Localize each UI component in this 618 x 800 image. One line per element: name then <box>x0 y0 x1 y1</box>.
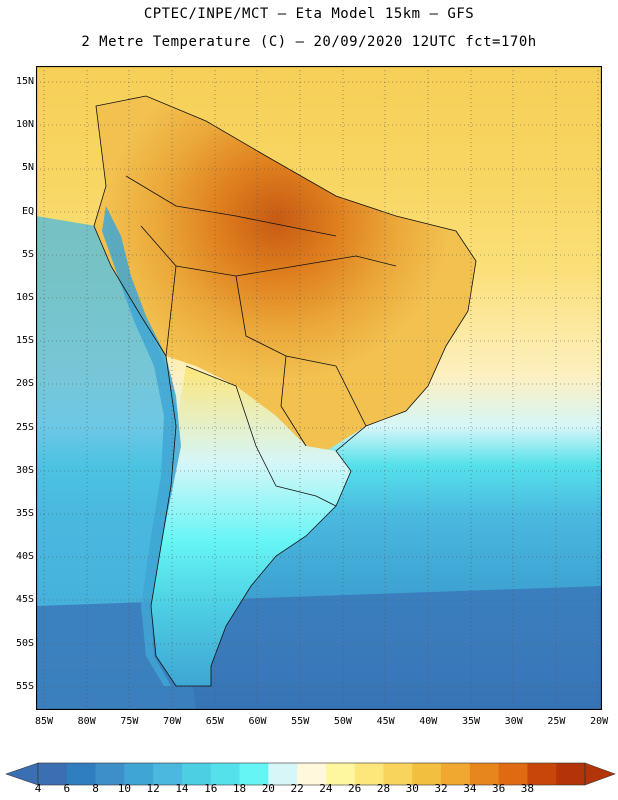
continent-south <box>151 366 351 686</box>
lon-label: 30W <box>504 716 523 727</box>
graticule <box>36 66 602 710</box>
lat-label: 30S <box>15 464 34 476</box>
colorbar-tick-label: 24 <box>319 782 333 795</box>
colorbar-bin <box>239 763 269 785</box>
colorbar-bin <box>498 763 528 785</box>
colorbar-bin <box>441 763 471 785</box>
colorbar-bin <box>383 763 413 785</box>
colorbar-tick-label: 20 <box>261 782 275 795</box>
colorbar-bin <box>268 763 298 785</box>
lon-label: 70W <box>163 716 182 727</box>
colorbar-tick-label: 30 <box>405 782 419 795</box>
lon-label: 35W <box>461 716 481 727</box>
lon-label: 55W <box>291 716 310 727</box>
colorbar-bin <box>556 763 586 785</box>
colorbar-tick-label: 12 <box>146 782 160 795</box>
lat-label: 10N <box>15 119 34 131</box>
lon-label: 50W <box>333 716 352 727</box>
colorbar-bin <box>297 763 327 785</box>
title-line-1: CPTEC/INPE/MCT – Eta Model 15km – GFS <box>143 6 475 22</box>
deep-south-band <box>36 586 602 710</box>
map-border <box>36 66 602 710</box>
lon-label: 25W <box>547 716 566 727</box>
lat-label: EQ <box>21 205 34 217</box>
lon-label: 80W <box>77 716 96 727</box>
lat-label: 25S <box>15 421 34 433</box>
map-panel <box>36 66 602 710</box>
colorbar-bin <box>66 763 97 785</box>
lat-label: 35S <box>15 508 34 519</box>
colorbar <box>5 762 616 786</box>
colorbar-tick-label: 38 <box>520 782 535 795</box>
colorbar-tick-label: 10 <box>117 782 131 795</box>
andes-strip <box>102 206 181 686</box>
colorbar-tick-label: 22 <box>290 782 304 795</box>
lon-label: 45W <box>376 716 395 727</box>
country-borders <box>93 95 477 687</box>
temperature-map <box>36 66 602 710</box>
lat-label: 10S <box>15 292 34 303</box>
lon-label: 85W <box>34 716 54 727</box>
colorbar-frame <box>37 762 586 786</box>
colorbar-bin <box>38 763 68 785</box>
lat-label: 15S <box>15 335 34 347</box>
lon-label: 60W <box>248 716 267 727</box>
colorbar-bin <box>412 763 442 785</box>
title-line-2: 2 Metre Temperature (C) – 20/09/2020 12U… <box>81 34 537 50</box>
lat-label: 55S <box>15 680 34 692</box>
colorbar-tick-label: 14 <box>175 782 189 795</box>
lat-label: 20S <box>15 378 34 390</box>
continent-north <box>94 96 476 451</box>
colorbar-tick-label: 36 <box>492 782 506 795</box>
lat-label: 50S <box>15 637 34 649</box>
colorbar-bin <box>124 763 154 785</box>
colorbar-bin <box>153 763 183 785</box>
colorbar-tick-label: 28 <box>376 782 391 795</box>
colorbar-tick-label: 16 <box>204 782 218 795</box>
lat-label: 15N <box>15 76 34 87</box>
colorbar-bin <box>527 763 557 785</box>
colorbar-bin <box>354 763 384 785</box>
colorbar-tick-label: 34 <box>463 782 477 795</box>
colorbar-over-arrow <box>584 762 616 786</box>
colorbar-tick-label: 6 <box>63 782 71 795</box>
lat-label: 5S <box>21 248 34 260</box>
colorbar-bin <box>469 763 500 785</box>
lon-label: 65W <box>205 716 224 727</box>
lat-label: 40S <box>15 551 34 563</box>
colorbar-tick-label: 18 <box>232 782 247 795</box>
lon-label: 75W <box>120 716 139 727</box>
colorbar-bin <box>210 763 241 785</box>
colorbar-tick-label: 8 <box>92 782 99 795</box>
colorbar-tick-label: 26 <box>348 782 362 795</box>
colorbar-bin <box>95 763 125 785</box>
colorbar-tick-label: 32 <box>434 782 448 795</box>
colorbar-bin <box>181 763 212 785</box>
lat-label: 45S <box>15 594 34 606</box>
lon-label: 20W <box>590 716 609 727</box>
lon-label: 40W <box>419 716 438 727</box>
colorbar-tick-label: 4 <box>34 782 42 795</box>
colorbar-bin <box>325 763 356 785</box>
lat-label: 5N <box>21 162 34 174</box>
